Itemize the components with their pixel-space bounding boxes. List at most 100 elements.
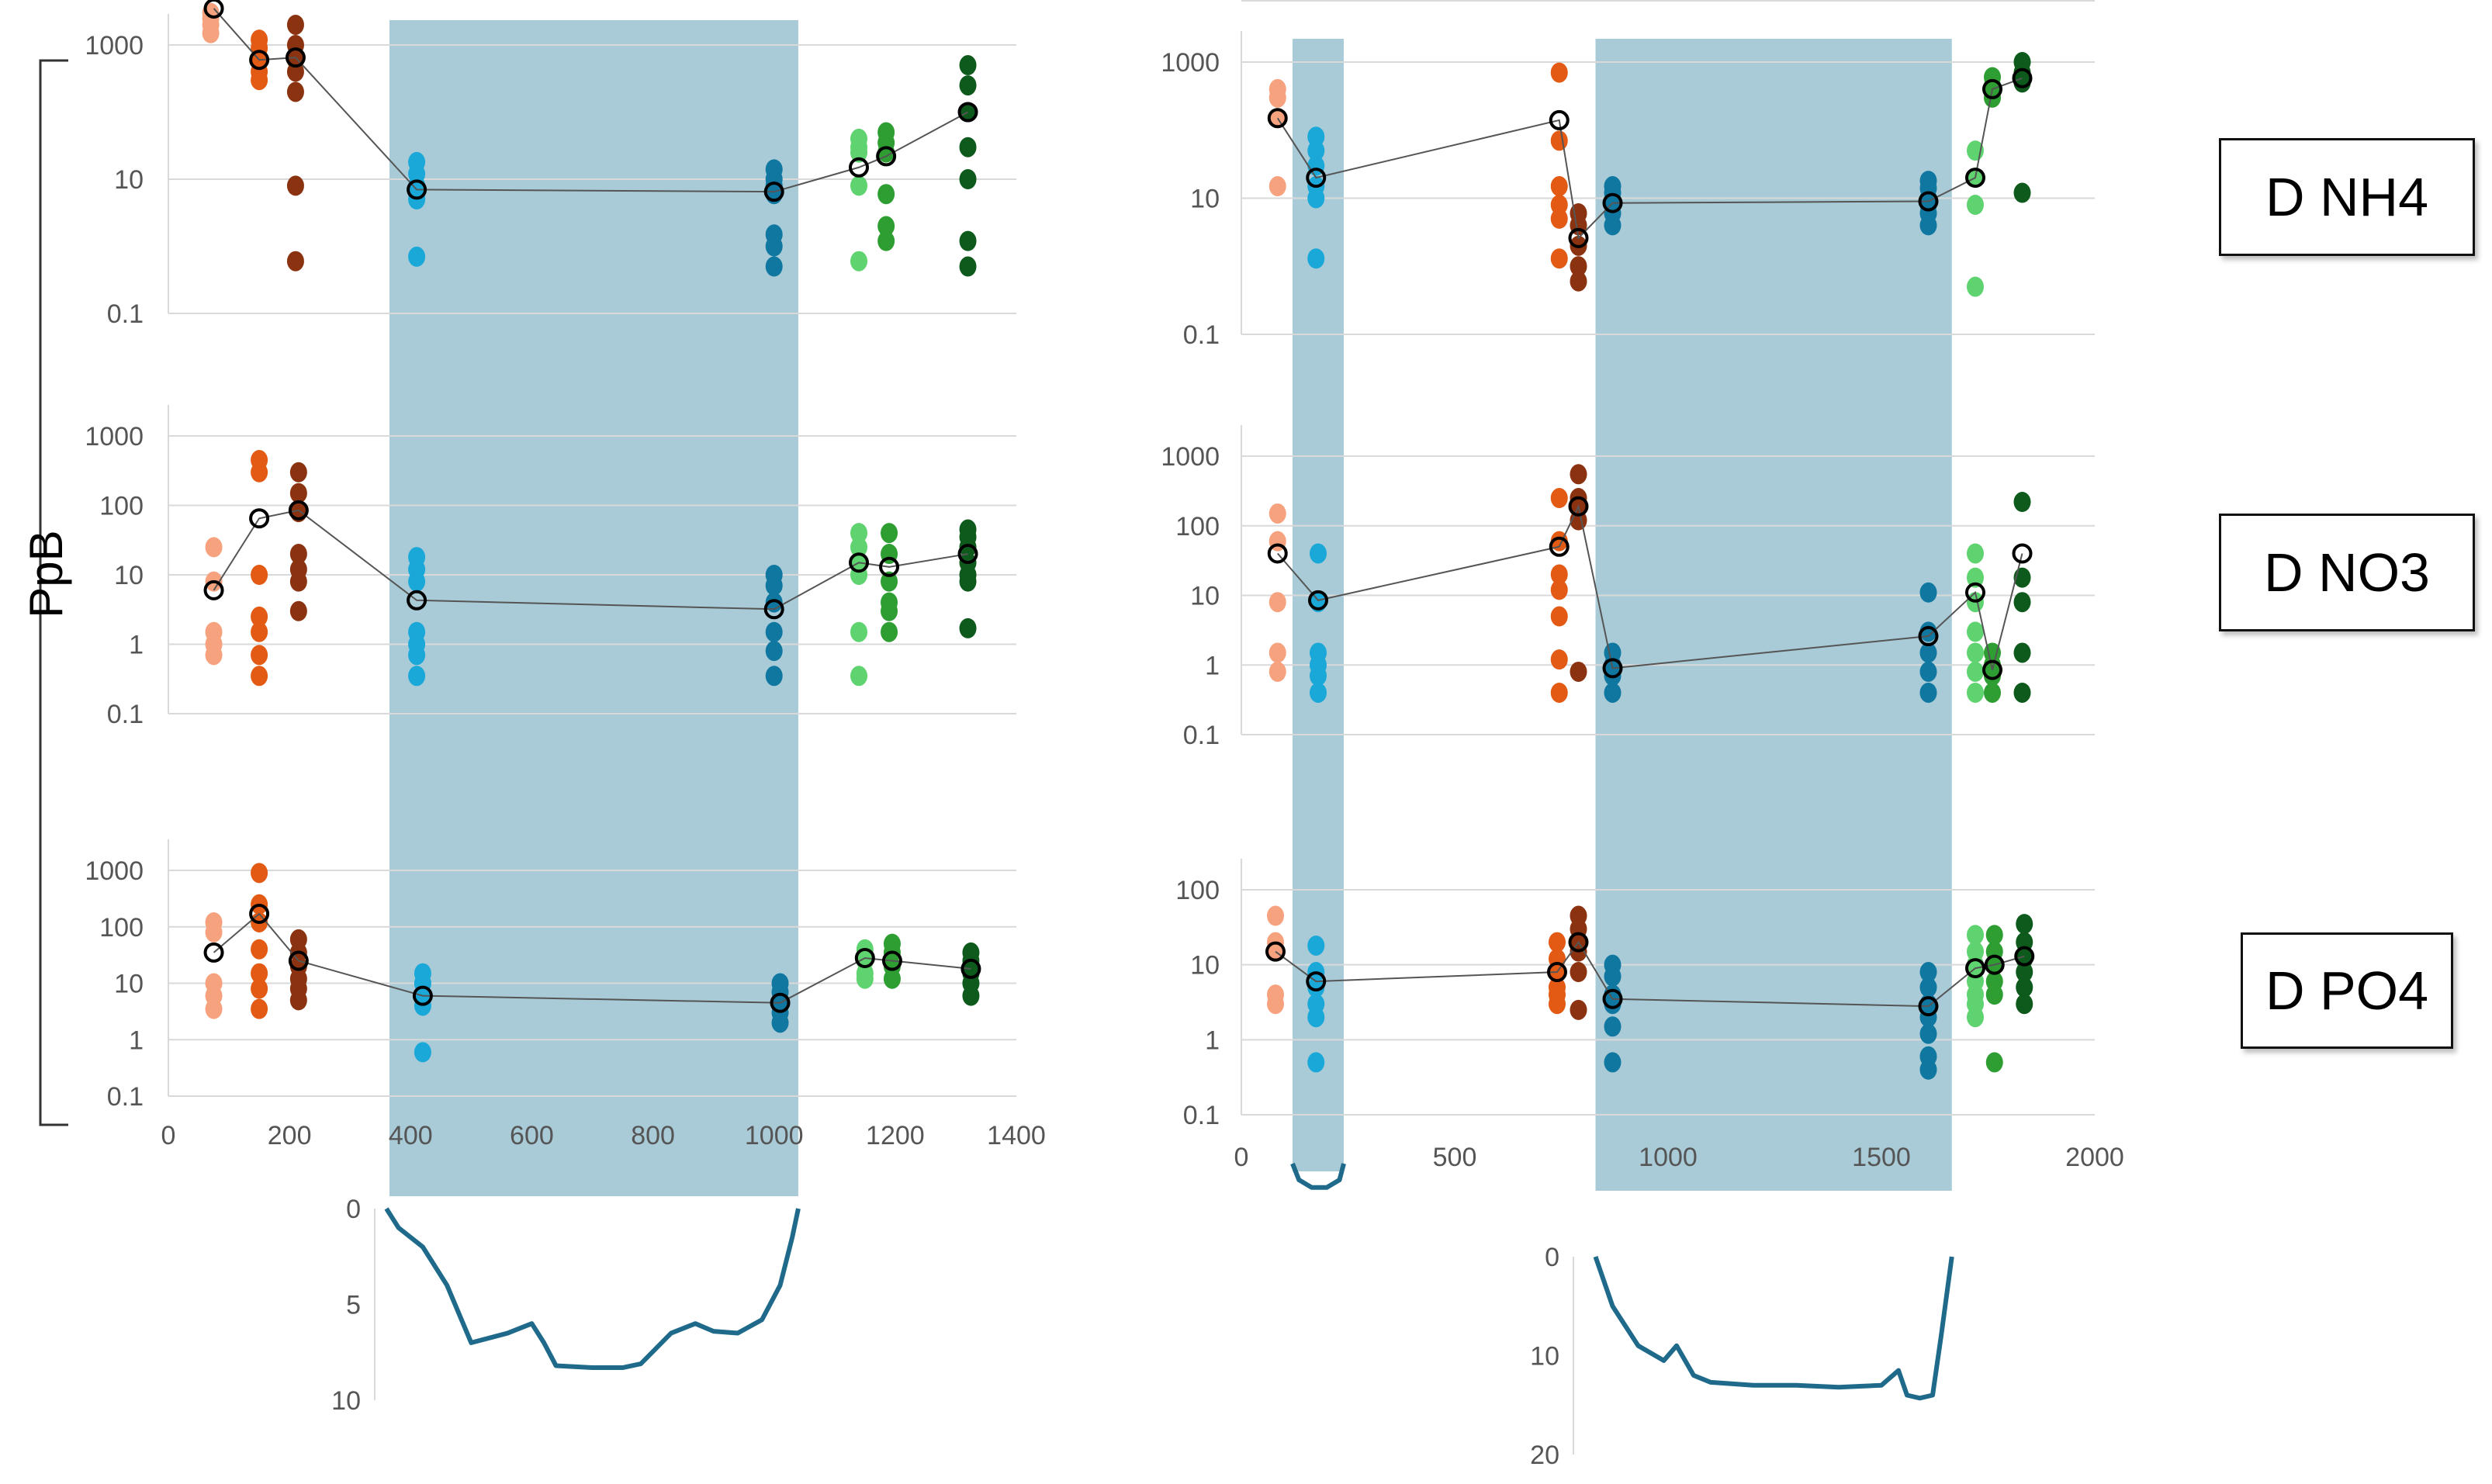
- data-point: [1550, 208, 1568, 229]
- data-point: [205, 645, 223, 666]
- depth-tick-label: 0: [346, 1195, 361, 1224]
- y-tick-label: 0.1: [1183, 1101, 1220, 1130]
- mean-marker: [1549, 109, 1570, 130]
- mean-marker: [249, 50, 270, 71]
- data-point: [2013, 492, 2031, 513]
- data-point: [1268, 176, 1286, 197]
- data-point: [1268, 642, 1286, 663]
- data-point: [765, 641, 783, 662]
- y-tick-label: 100: [1175, 876, 1220, 905]
- data-point: [962, 985, 980, 1006]
- data-point: [1967, 1007, 1984, 1028]
- data-point: [1307, 935, 1325, 956]
- data-point: [286, 14, 304, 35]
- data-point: [1604, 1016, 1622, 1037]
- data-point: [1307, 1007, 1325, 1028]
- y-tick-label: 0.1: [107, 700, 144, 729]
- y-tick-label: 1: [129, 631, 144, 660]
- data-point: [2016, 962, 2033, 983]
- data-point: [1604, 1052, 1622, 1073]
- data-point: [1570, 464, 1587, 485]
- data-point: [1919, 215, 1937, 236]
- mean-marker: [960, 958, 981, 979]
- y-tick-label: 10: [1190, 951, 1220, 981]
- y-tick-label: 0.1: [107, 299, 144, 329]
- mean-marker: [763, 182, 784, 202]
- data-point: [1919, 582, 1937, 603]
- mean-line: [213, 912, 971, 1004]
- shaded-band: [1595, 39, 1952, 1191]
- mean-marker: [1982, 659, 2002, 680]
- data-point: [959, 617, 977, 638]
- data-point: [1310, 666, 1327, 687]
- mean-marker: [203, 0, 224, 19]
- x-tick-label: 800: [631, 1121, 675, 1150]
- data-point: [205, 537, 223, 558]
- mean-marker: [1308, 590, 1328, 611]
- data-point: [1967, 195, 1984, 216]
- y-tick-label: 0.1: [1183, 721, 1220, 750]
- y-axis-label: PpB: [20, 530, 72, 617]
- mean-marker: [249, 903, 270, 924]
- mean-marker: [412, 985, 433, 1006]
- data-point: [289, 600, 307, 621]
- mean-marker: [957, 544, 978, 565]
- data-point: [1550, 488, 1568, 509]
- depth-tick-label: 5: [346, 1291, 361, 1320]
- data-point: [1985, 984, 2003, 1005]
- data-point: [1967, 682, 1984, 703]
- mean-marker: [1568, 932, 1589, 953]
- y-tick-label: 1: [1205, 651, 1220, 680]
- data-point: [765, 621, 783, 642]
- data-point: [289, 462, 307, 483]
- data-point: [1267, 994, 1284, 1015]
- data-point: [2013, 72, 2031, 93]
- data-point: [1967, 661, 1984, 682]
- mean-marker: [2012, 67, 2033, 88]
- mean-marker: [1267, 108, 1288, 129]
- mean-marker: [881, 950, 902, 971]
- data-point: [2016, 914, 2033, 935]
- data-point: [289, 544, 307, 565]
- data-point: [1550, 564, 1568, 585]
- x-tick-label: 0: [1234, 1143, 1249, 1172]
- mean-marker: [285, 47, 306, 68]
- data-point: [2013, 592, 2031, 613]
- mean-line: [213, 8, 969, 193]
- y-tick-label: 1000: [1161, 48, 1220, 78]
- data-point: [1550, 649, 1568, 670]
- data-point: [850, 175, 868, 196]
- mean-marker: [1306, 971, 1327, 992]
- y-tick-label: 100: [99, 492, 144, 521]
- mean-marker: [854, 947, 875, 968]
- data-point: [289, 990, 307, 1011]
- y-tick-label: 0.1: [1183, 320, 1220, 350]
- data-point: [765, 256, 783, 277]
- depth-profile-line: [384, 1207, 801, 1371]
- y-tick-label: 10: [114, 970, 144, 999]
- data-point: [881, 523, 898, 544]
- mean-marker: [1568, 227, 1589, 248]
- data-point: [959, 230, 977, 251]
- x-tick-label: 1000: [745, 1121, 804, 1150]
- data-point: [1919, 682, 1937, 703]
- data-point: [1267, 905, 1284, 926]
- depth-tick-label: 10: [331, 1386, 361, 1416]
- mean-marker: [1602, 658, 1623, 679]
- mean-marker: [1267, 543, 1288, 564]
- data-point: [881, 600, 898, 621]
- mean-marker: [1549, 536, 1570, 557]
- mean-marker: [1918, 996, 1939, 1017]
- mean-marker: [879, 556, 900, 577]
- data-point: [850, 251, 868, 272]
- data-point: [289, 483, 307, 503]
- data-point: [1549, 994, 1566, 1015]
- data-point: [1919, 977, 1937, 998]
- data-point: [850, 666, 868, 687]
- y-tick-label: 1000: [1161, 442, 1220, 472]
- data-point: [251, 606, 268, 627]
- x-tick-label: 2000: [2065, 1143, 2124, 1172]
- mean-marker: [770, 992, 791, 1013]
- mean-marker: [1965, 168, 1985, 189]
